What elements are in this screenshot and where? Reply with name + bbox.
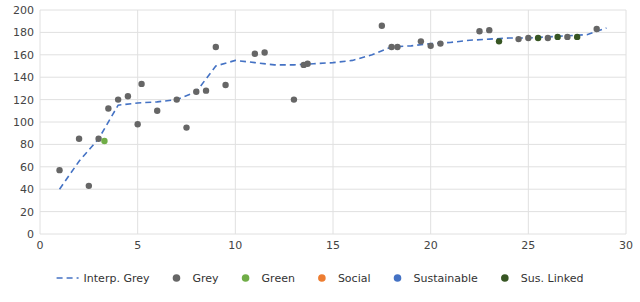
line [60,28,607,189]
y-tick-label: 60 [20,161,34,174]
point [379,22,385,28]
legend-item: Sustainable [394,272,478,285]
point [56,167,62,173]
point [174,96,180,102]
y-tick-label: 180 [13,26,34,39]
y-grid-line [40,10,626,11]
y-grid-line [40,166,626,167]
point [86,183,92,189]
point [95,136,101,142]
legend-swatch [173,274,181,282]
point [115,96,121,102]
point [427,43,433,49]
point [525,35,531,41]
legend-label: Sustainable [414,272,479,285]
point [261,49,267,55]
tick-labels: 0 5 10 15 20 25 30 0 20 40 60 80 100 120 140 160 180 200 [13,4,633,252]
point [496,38,502,44]
point [545,35,551,41]
point [138,81,144,87]
point [437,40,443,46]
y-grid-line [40,122,626,123]
x-tick-label: 10 [228,239,242,252]
point [418,38,424,44]
y-tick-label: 40 [20,183,34,196]
y-tick-label: 80 [20,138,34,151]
point [154,108,160,114]
x-tick-label: 0 [37,239,44,252]
y-grid-line [40,54,626,55]
y-tick-label: 160 [13,49,34,62]
y-tick-label: 0 [27,228,34,241]
x-tick-label: 25 [521,239,535,252]
x-tick-label: 20 [424,239,438,252]
point [291,96,297,102]
point [76,136,82,142]
point [388,44,394,50]
legend-item: Green [242,272,295,285]
x-tick-label: 5 [134,239,141,252]
y-tick-label: 20 [20,206,34,219]
point [193,89,199,95]
point [394,44,400,50]
point [101,138,107,144]
legend-item: Grey [173,272,219,285]
chart: 0 5 10 15 20 25 30 0 20 40 60 80 100 120 140 160 180 200 I… [0,0,640,302]
grid [40,10,626,234]
legend-label: Sus. Linked [521,272,584,285]
point [486,27,492,33]
point [134,121,140,127]
y-grid-line [40,234,626,235]
point [574,34,580,40]
y-grid-line [40,144,626,145]
y-tick-label: 200 [13,4,34,17]
point [125,93,131,99]
legend-swatch [57,277,79,279]
point [213,44,219,50]
point [203,87,209,93]
y-grid-line [40,32,626,33]
legend-item: Sus. Linked [501,272,583,285]
point [252,50,258,56]
point [304,61,310,67]
legend-item: Interp. Grey [57,272,150,285]
point [476,28,482,34]
x-tick-label: 30 [619,239,633,252]
point [594,26,600,32]
legend-label: Social [338,272,371,285]
legend-swatch [501,274,509,282]
legend-label: Green [262,272,295,285]
legend-swatch [318,274,326,282]
legend-label: Grey [192,272,219,285]
y-tick-label: 140 [13,71,34,84]
point [183,124,189,130]
legend-swatch [394,274,402,282]
x-tick-label: 15 [326,239,340,252]
y-grid-line [40,211,626,212]
legend-item: Social [318,272,370,285]
point [222,82,228,88]
point [554,34,560,40]
plot-area [56,22,606,189]
point [564,34,570,40]
y-grid-line [40,77,626,78]
point [535,35,541,41]
legend-swatch [242,274,250,282]
y-tick-label: 120 [13,94,34,107]
point [105,105,111,111]
legend: Interp. Grey Grey Green Social Sustainable Su… [57,272,584,285]
legend-label: Interp. Grey [84,272,150,285]
y-tick-label: 100 [13,116,34,129]
point [515,36,521,42]
y-grid-line [40,189,626,190]
